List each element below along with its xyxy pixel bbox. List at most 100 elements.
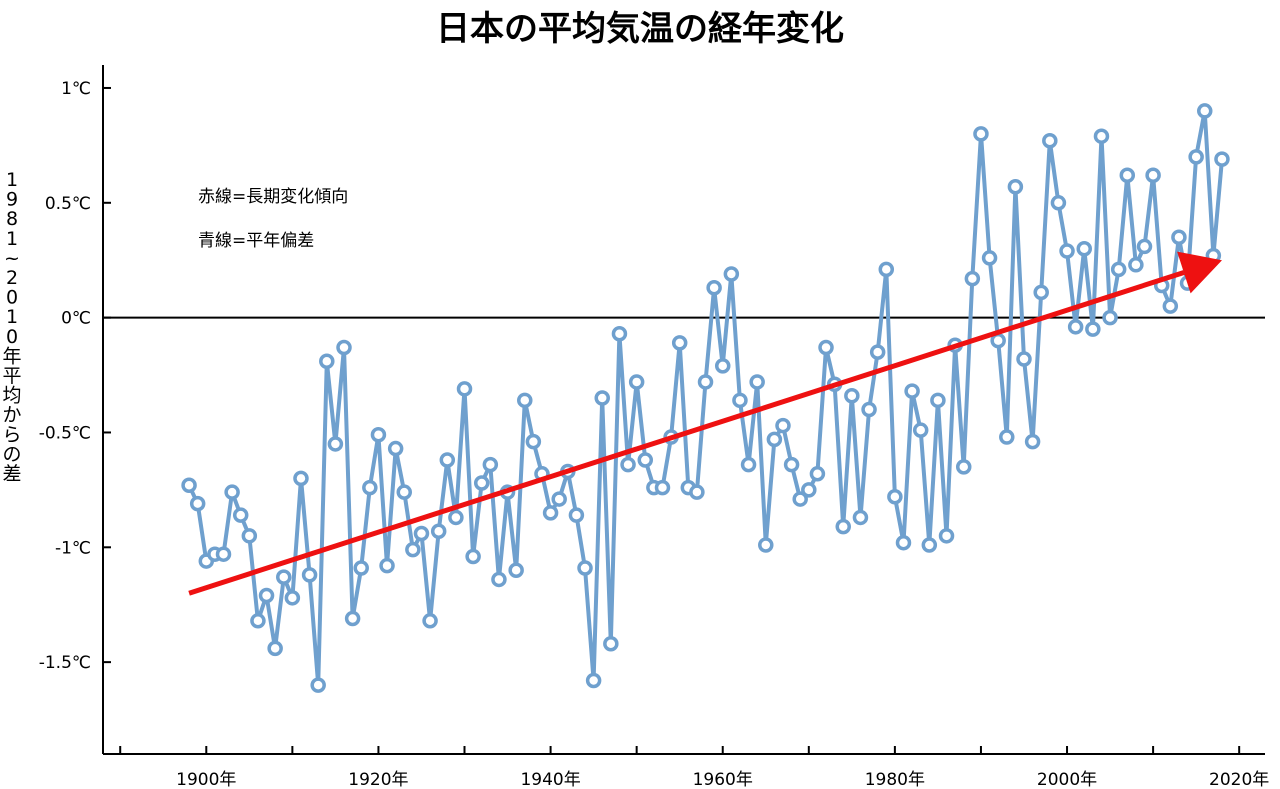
anomaly-point	[844, 387, 860, 404]
anomaly-point	[491, 571, 507, 588]
anomaly-point	[964, 270, 981, 287]
anomaly-point	[1188, 149, 1204, 165]
anomaly-point	[439, 452, 456, 468]
chart-title: 日本の平均気温の経年変化	[436, 9, 844, 49]
anomaly-point	[749, 374, 765, 390]
anomaly-point	[801, 482, 817, 498]
anomaly-point	[835, 518, 851, 535]
anomaly-point	[258, 587, 275, 604]
anomaly-point	[904, 383, 920, 399]
y-axis-label-char: の	[2, 443, 21, 465]
x-tick-label: 1900年	[176, 770, 236, 789]
anomaly-point	[611, 325, 628, 342]
x-tick-label: 1980年	[865, 770, 925, 789]
anomaly-point	[861, 401, 877, 418]
y-tick-label: 0.5℃	[45, 194, 91, 214]
y-tick-label: 0℃	[61, 309, 91, 329]
anomaly-point	[465, 548, 481, 565]
anomaly-point	[310, 677, 326, 693]
anomaly-point	[250, 613, 266, 629]
y-tick-label: -1℃	[55, 538, 91, 558]
anomaly-point	[1016, 351, 1032, 367]
anomaly-point	[585, 672, 602, 689]
anomaly-point	[1196, 103, 1213, 119]
anomaly-point	[1050, 195, 1067, 211]
anomaly-point	[482, 456, 499, 473]
anomaly-point	[758, 537, 774, 553]
anomaly-point	[732, 392, 748, 409]
anomaly-point	[878, 261, 895, 278]
anomaly-point	[344, 610, 361, 627]
anomaly-point	[1119, 167, 1136, 183]
anomaly-point	[973, 126, 989, 142]
anomaly-point	[1024, 433, 1041, 450]
anomaly-point	[181, 477, 197, 494]
anomaly-point	[990, 332, 1006, 349]
anomaly-point	[689, 484, 705, 500]
y-axis-label-char: 均	[2, 385, 21, 407]
anomaly-point	[1085, 321, 1101, 337]
anomaly-point	[293, 470, 309, 487]
anomaly-point	[189, 495, 206, 512]
anomaly-point	[594, 390, 610, 406]
anomaly-point	[241, 528, 258, 544]
anomaly-point	[1076, 240, 1092, 257]
y-axis-label-char: 9	[6, 189, 18, 211]
anomaly-point	[362, 479, 378, 496]
anomaly-point	[387, 440, 404, 457]
anomaly-point	[628, 374, 645, 390]
anomaly-point	[1007, 178, 1024, 195]
anomaly-point	[370, 427, 387, 443]
anomaly-point	[603, 636, 619, 652]
x-tick-label: 1960年	[693, 770, 753, 789]
anomaly-point	[955, 459, 972, 475]
anomaly-point	[714, 358, 731, 374]
anomaly-point	[551, 491, 567, 507]
anomaly-point	[637, 452, 654, 468]
anomaly-point	[654, 479, 671, 496]
anomaly-point	[1171, 229, 1187, 245]
anomaly-point	[869, 344, 886, 360]
anomaly-point	[1145, 167, 1161, 183]
y-axis-label-char: ~	[4, 247, 20, 269]
anomaly-point	[938, 528, 955, 544]
anomaly-point	[852, 509, 869, 526]
x-tick-label: 2000年	[1037, 770, 1097, 789]
y-axis-label-char: 1	[6, 228, 18, 250]
anomaly-point	[517, 392, 533, 409]
y-tick-label: -0.5℃	[39, 423, 91, 443]
anomaly-point	[422, 613, 438, 629]
anomaly-point	[577, 560, 593, 576]
anomaly-point	[671, 335, 688, 351]
y-axis-label-char: 平	[2, 365, 21, 387]
x-tick-label: 1940年	[520, 770, 580, 789]
anomaly-point	[430, 523, 447, 539]
y-axis-label-char: 8	[6, 208, 18, 230]
anomaly-point	[912, 422, 929, 438]
anomaly-point	[336, 339, 352, 356]
anomaly-point	[775, 417, 791, 434]
y-axis-label-char: 差	[2, 463, 21, 485]
legend-trend: 赤線=長期変化傾向	[198, 187, 348, 207]
anomaly-point	[456, 381, 473, 397]
anomaly-point	[792, 491, 808, 507]
anomaly-point	[232, 507, 249, 523]
anomaly-point	[1136, 238, 1153, 255]
anomaly-point	[887, 489, 903, 505]
anomaly-point	[224, 484, 240, 500]
anomaly-point	[1102, 309, 1118, 326]
anomaly-point	[740, 456, 757, 473]
anomaly-point	[930, 392, 946, 409]
anomaly-point	[981, 250, 998, 266]
y-axis-label-char: 年	[2, 345, 21, 367]
anomaly-point	[319, 353, 335, 370]
y-axis-label-char: 0	[6, 326, 18, 348]
anomaly-point	[1093, 128, 1110, 144]
y-axis-label-char: か	[2, 404, 21, 426]
anomaly-point	[706, 280, 722, 296]
anomaly-point	[353, 560, 369, 576]
anomaly-point	[697, 374, 714, 390]
anomaly-point	[1042, 133, 1058, 149]
anomaly-point	[396, 484, 413, 500]
